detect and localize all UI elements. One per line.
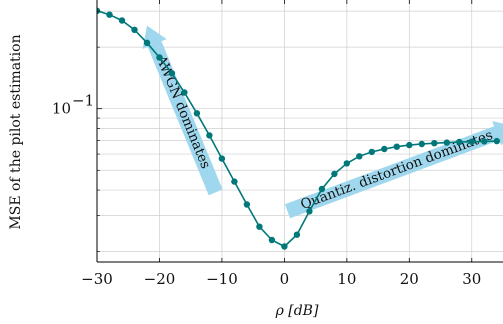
data-point [468, 138, 475, 145]
data-point [181, 89, 188, 96]
data-point [368, 148, 375, 156]
data-point [106, 11, 113, 18]
data-point [418, 140, 425, 148]
data-point [443, 139, 450, 146]
data-point [156, 54, 163, 61]
data-point [493, 137, 500, 145]
data-point [193, 110, 201, 117]
data-point [268, 236, 276, 244]
data-point [431, 140, 438, 147]
y-axis-label: MSE of the pilot estimation [8, 34, 24, 229]
data-point [281, 243, 288, 250]
data-point [243, 201, 251, 208]
x-tick-label: −30 [81, 270, 113, 288]
data-point [356, 153, 363, 160]
data-point [168, 70, 176, 77]
data-point [218, 155, 226, 162]
data-point [256, 223, 263, 230]
x-tick-label: 30 [462, 270, 481, 288]
data-point [306, 208, 313, 215]
x-tick-label: −20 [144, 270, 176, 288]
x-tick-label: 20 [400, 270, 419, 288]
data-point [393, 143, 400, 150]
data-point [318, 185, 326, 193]
data-point [293, 231, 301, 238]
axes [96, 0, 503, 263]
data-point [206, 132, 213, 139]
y-tick-exponent: −1 [72, 92, 94, 110]
x-tick-label: 10 [337, 270, 356, 288]
annotation-text: AWGN dominates [152, 52, 213, 171]
data-point [118, 17, 126, 24]
x-tick-label: −10 [206, 270, 238, 288]
x-axis-label: ρ [dB] [275, 303, 319, 319]
data-point [331, 170, 338, 178]
data-point [143, 39, 151, 46]
x-tick-label: 0 [280, 270, 290, 288]
annotation-arrow [284, 121, 503, 219]
data-point [406, 141, 413, 149]
data-point [97, 7, 101, 14]
data-point [231, 178, 238, 185]
data-point [456, 138, 463, 146]
data-point [381, 145, 388, 153]
series-group [97, 7, 500, 250]
annotation-arrow [142, 25, 223, 196]
data-point [343, 160, 350, 167]
data-point [481, 138, 488, 145]
y-tick-label: 10 [52, 100, 71, 118]
data-point [131, 26, 138, 33]
